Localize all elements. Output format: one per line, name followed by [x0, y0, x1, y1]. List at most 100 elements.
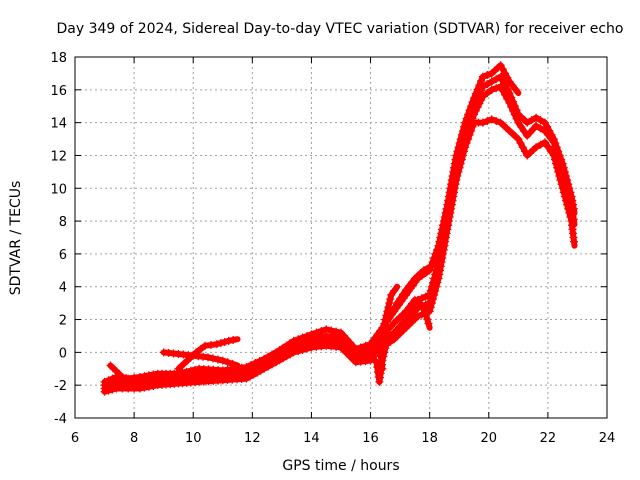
- x-tick-label: 16: [362, 431, 379, 446]
- plus-marker: [517, 123, 526, 132]
- x-tick-label: 18: [421, 431, 438, 446]
- plus-marker: [446, 208, 455, 217]
- axis-ticks: [74, 56, 608, 419]
- plus-marker: [569, 237, 578, 246]
- plus-marker: [399, 290, 408, 299]
- plus-marker: [419, 302, 428, 311]
- plus-marker: [464, 135, 473, 144]
- x-tick-label: 10: [185, 431, 202, 446]
- plus-marker: [456, 159, 465, 168]
- plus-marker: [393, 299, 402, 308]
- plus-marker: [445, 212, 454, 221]
- plus-marker: [468, 122, 477, 131]
- plus-marker: [536, 124, 545, 133]
- plus-marker: [275, 356, 284, 365]
- plus-marker: [501, 69, 510, 78]
- y-tick-labels: -4 -2 0 2 4 6 8 10 12 14 16 18: [50, 51, 67, 427]
- plus-marker: [428, 295, 437, 304]
- plus-marker: [229, 336, 238, 345]
- plus-marker: [496, 82, 505, 91]
- grid-lines: [75, 57, 607, 418]
- x-tick-label: 8: [130, 431, 138, 446]
- plus-marker: [436, 262, 445, 271]
- plus-marker: [294, 347, 303, 356]
- plus-marker: [450, 184, 459, 193]
- plus-marker: [436, 266, 445, 275]
- y-tick-label: 10: [50, 182, 67, 197]
- plus-marker: [448, 196, 457, 205]
- plus-marker: [245, 372, 254, 381]
- plus-marker: [126, 375, 135, 384]
- plus-marker: [536, 140, 545, 149]
- plus-marker: [396, 294, 405, 303]
- plus-marker: [271, 358, 280, 367]
- plus-marker: [386, 295, 395, 304]
- plus-marker: [136, 384, 145, 393]
- chart-title: Day 349 of 2024, Sidereal Day-to-day VTE…: [57, 21, 624, 37]
- plus-marker: [532, 143, 541, 152]
- plus-marker: [136, 377, 145, 386]
- plus-marker: [424, 319, 433, 328]
- plus-marker: [439, 245, 448, 254]
- plus-marker: [444, 221, 453, 230]
- plus-marker: [430, 290, 439, 299]
- plus-marker: [560, 192, 569, 201]
- series-track-6: [159, 348, 241, 369]
- plus-marker: [470, 110, 478, 119]
- plus-marker: [141, 377, 150, 386]
- plus-marker: [549, 151, 558, 160]
- plus-marker: [552, 159, 561, 168]
- plus-marker: [483, 80, 492, 89]
- plus-marker: [492, 84, 501, 93]
- plus-marker: [460, 147, 469, 156]
- plus-marker: [551, 142, 560, 151]
- series-band: [101, 83, 578, 392]
- plus-marker: [249, 370, 258, 379]
- plus-marker: [505, 98, 514, 107]
- plus-marker: [492, 75, 501, 84]
- plus-marker: [437, 258, 446, 267]
- plus-marker: [473, 103, 482, 112]
- plus-marker: [223, 358, 232, 367]
- plus-marker: [383, 336, 392, 345]
- plus-marker: [423, 315, 432, 324]
- plus-marker: [443, 225, 452, 234]
- plus-marker: [220, 337, 229, 346]
- y-tick-label: 12: [50, 149, 67, 164]
- plus-marker: [282, 352, 291, 361]
- series-track-5: [106, 361, 161, 386]
- plus-marker: [518, 143, 527, 152]
- y-tick-label: 2: [59, 314, 67, 329]
- plus-marker: [520, 127, 529, 136]
- plus-marker: [492, 116, 501, 125]
- plus-marker: [558, 184, 567, 193]
- plus-marker: [540, 118, 549, 127]
- plus-marker: [253, 368, 262, 377]
- y-tick-label: 18: [50, 51, 67, 66]
- plus-marker: [452, 176, 461, 185]
- y-tick-label: 16: [50, 84, 67, 99]
- plus-marker: [376, 336, 385, 345]
- plus-marker: [477, 86, 486, 95]
- plus-marker: [149, 382, 158, 391]
- plus-marker: [564, 204, 573, 213]
- plus-marker: [385, 299, 394, 308]
- plus-marker: [374, 372, 383, 381]
- plus-marker: [208, 354, 217, 363]
- plus-marker: [514, 118, 523, 127]
- plus-marker: [520, 147, 529, 156]
- plus-marker: [201, 341, 210, 350]
- plus-marker: [553, 163, 562, 172]
- plus-marker: [563, 200, 572, 209]
- plus-marker: [467, 126, 476, 135]
- plus-marker: [420, 306, 429, 315]
- plus-marker: [510, 110, 519, 119]
- plus-marker: [487, 85, 496, 94]
- plus-marker: [286, 350, 295, 359]
- x-axis-title: GPS time / hours: [282, 458, 399, 474]
- plus-marker: [457, 155, 466, 164]
- plus-marker: [442, 229, 451, 238]
- plus-marker: [449, 192, 458, 201]
- plus-marker: [507, 102, 516, 111]
